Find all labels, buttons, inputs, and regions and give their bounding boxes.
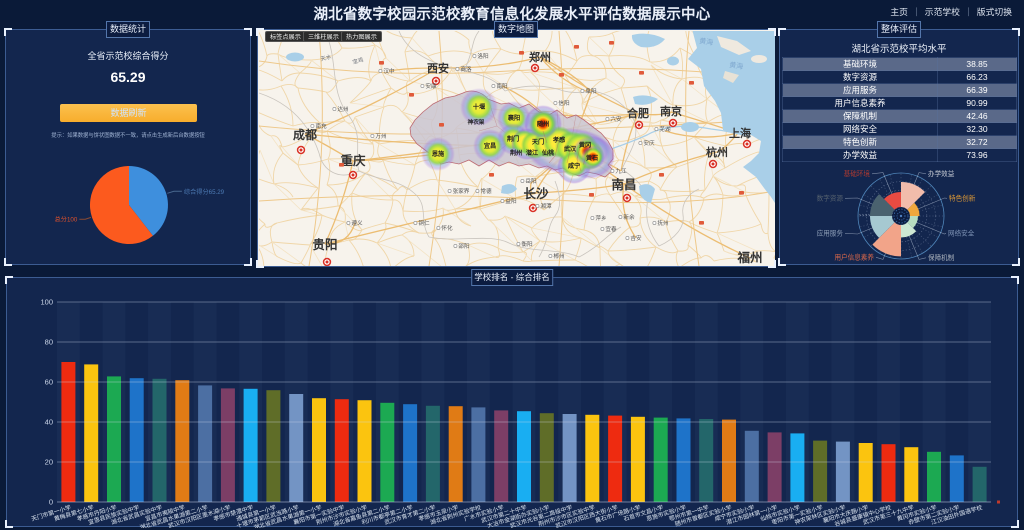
- svg-text:信阳: 信阳: [558, 99, 570, 107]
- svg-text:万州: 万州: [375, 133, 386, 140]
- svg-text:总分100: 总分100: [55, 216, 78, 224]
- svg-text:达州: 达州: [337, 105, 348, 113]
- svg-text:汉中: 汉中: [383, 67, 395, 75]
- svg-text:成都: 成都: [293, 127, 317, 142]
- svg-text:天水: 天水: [320, 52, 333, 63]
- svg-text:南阳: 南阳: [496, 82, 508, 90]
- svg-text:十堰: 十堰: [473, 103, 486, 111]
- svg-text:郴州: 郴州: [553, 252, 564, 260]
- svg-text:宜昌: 宜昌: [484, 142, 496, 150]
- svg-text:荆门: 荆门: [507, 135, 519, 143]
- svg-text:南昌: 南昌: [611, 177, 636, 192]
- svg-text:80: 80: [45, 338, 53, 347]
- svg-text:襄阳: 襄阳: [507, 114, 520, 122]
- svg-text:安康: 安康: [425, 82, 437, 90]
- svg-text:益阳: 益阳: [505, 197, 517, 205]
- svg-text:保障机制: 保障机制: [928, 253, 955, 262]
- svg-text:天门: 天门: [532, 138, 544, 146]
- svg-text:阜阳: 阜阳: [585, 87, 597, 95]
- svg-text:宝鸡: 宝鸡: [352, 55, 365, 66]
- svg-text:怀化: 怀化: [441, 224, 453, 232]
- svg-text:重庆: 重庆: [340, 153, 366, 168]
- svg-text:综合得分65.29: 综合得分65.29: [184, 188, 225, 196]
- svg-text:100: 100: [40, 298, 53, 307]
- svg-text:黄石: 黄石: [586, 154, 598, 162]
- svg-text:黄海: 黄海: [699, 36, 714, 47]
- svg-text:吉安: 吉安: [630, 234, 642, 242]
- svg-text:特色创新: 特色创新: [949, 194, 976, 203]
- svg-text:随州: 随州: [537, 120, 549, 128]
- svg-text:六安: 六安: [610, 115, 622, 123]
- svg-text:基础环境: 基础环境: [844, 169, 871, 178]
- svg-text:网络安全: 网络安全: [948, 229, 975, 238]
- svg-text:遵义: 遵义: [351, 219, 363, 227]
- svg-text:九江: 九江: [615, 167, 627, 175]
- svg-text:20: 20: [45, 458, 53, 467]
- svg-text:上海: 上海: [729, 126, 751, 140]
- svg-text:宜春: 宜春: [605, 225, 617, 233]
- svg-text:恩施: 恩施: [432, 150, 445, 158]
- svg-text:0: 0: [49, 498, 53, 507]
- svg-text:武汉: 武汉: [564, 145, 577, 153]
- svg-text:孝感: 孝感: [552, 136, 566, 144]
- svg-text:应用服务: 应用服务: [817, 229, 844, 238]
- svg-text:抚州: 抚州: [657, 219, 668, 227]
- svg-text:贵阳: 贵阳: [312, 237, 337, 252]
- svg-text:60: 60: [45, 378, 53, 387]
- svg-text:40: 40: [45, 418, 53, 427]
- svg-text:神农架: 神农架: [468, 118, 485, 126]
- svg-text:合肥: 合肥: [627, 106, 649, 120]
- svg-text:芜湖: 芜湖: [659, 125, 671, 133]
- svg-text:杭州: 杭州: [706, 145, 728, 159]
- svg-text:南充: 南充: [315, 122, 327, 130]
- svg-text:岳阳: 岳阳: [525, 177, 537, 185]
- svg-text:黄冈: 黄冈: [579, 141, 591, 149]
- svg-text:用户信息素养: 用户信息素养: [834, 253, 874, 262]
- svg-text:南京: 南京: [660, 104, 682, 118]
- svg-text:仙桃: 仙桃: [542, 149, 555, 157]
- svg-text:黄海: 黄海: [729, 60, 744, 71]
- svg-text:常德: 常德: [480, 187, 492, 195]
- svg-text:铜仁: 铜仁: [418, 219, 430, 227]
- svg-text:商洛: 商洛: [460, 65, 472, 73]
- svg-text:荆州: 荆州: [510, 149, 522, 157]
- svg-text:萍乡: 萍乡: [595, 214, 606, 222]
- svg-text:湘潭: 湘潭: [540, 202, 552, 210]
- svg-text:数字资源: 数字资源: [817, 194, 844, 203]
- svg-text:长沙: 长沙: [523, 186, 549, 201]
- svg-text:邵阳: 邵阳: [458, 242, 470, 250]
- svg-text:郑州: 郑州: [529, 50, 551, 64]
- svg-text:张家界: 张家界: [453, 187, 470, 195]
- svg-text:新余: 新余: [623, 213, 635, 221]
- svg-text:西安: 西安: [427, 61, 449, 75]
- svg-text:办学效益: 办学效益: [928, 169, 955, 178]
- svg-text:衡阳: 衡阳: [521, 240, 533, 248]
- svg-text:安庆: 安庆: [643, 139, 655, 147]
- svg-text:潜江: 潜江: [526, 149, 539, 157]
- svg-text:福州: 福州: [736, 250, 762, 265]
- svg-text:咸宁: 咸宁: [568, 162, 580, 170]
- svg-text:洛阳: 洛阳: [477, 52, 489, 60]
